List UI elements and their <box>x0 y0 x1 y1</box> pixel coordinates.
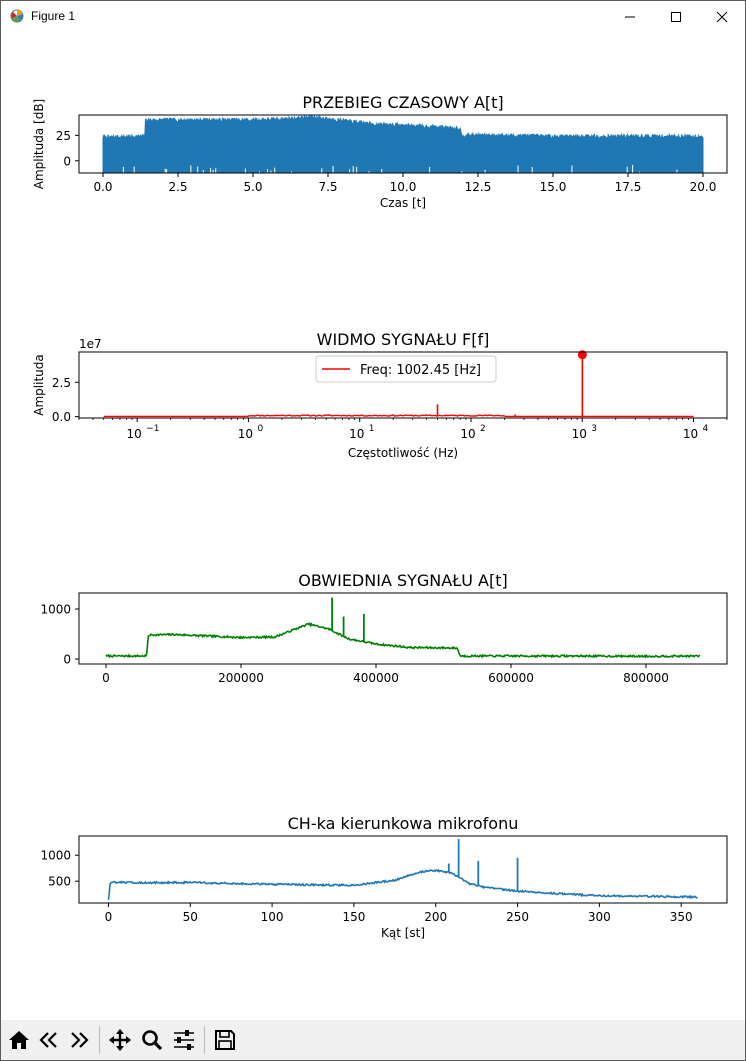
navigation-toolbar <box>1 1020 745 1060</box>
waveform-area <box>102 115 704 173</box>
x-tick-label: 200 <box>424 910 447 924</box>
x-tick-label: 20.0 <box>690 180 717 194</box>
forward-icon <box>71 1032 89 1048</box>
y-tick-label: 2.5 <box>52 376 71 390</box>
x-tick-label: 10.0 <box>390 180 417 194</box>
home-icon <box>9 1031 29 1049</box>
x-tick-label: 10 <box>349 427 364 441</box>
chart-title: OBWIEDNIA SYGNAŁU A[t] <box>298 571 507 590</box>
axes-frame <box>78 592 728 665</box>
minimize-button[interactable] <box>607 1 653 32</box>
back-button[interactable] <box>35 1026 63 1054</box>
x-tick-label: 12.5 <box>465 180 492 194</box>
data-line <box>105 621 701 659</box>
zoom-icon <box>142 1030 163 1051</box>
chart-title: CH-ka kierunkowa mikrofonu <box>288 814 519 833</box>
spectrum-line <box>103 414 694 418</box>
x-tick-label: 150 <box>342 910 365 924</box>
maximize-icon <box>671 11 681 22</box>
legend-label: Freq: 1002.45 [Hz] <box>360 363 481 378</box>
y-axis-label: Amplituda [dB] <box>32 99 46 190</box>
toolbar-separator <box>99 1026 100 1054</box>
x-tick-label: 300 <box>588 910 611 924</box>
figure-canvas[interactable]: PRZEBIEG CZASOWY A[t] 0.0 2.5 5.0 7.5 10.0 12.… <box>1 32 745 1020</box>
subplot-2: WIDMO SYGNAŁU F[f] 10 −1 10 0 10 1 10 2 10 3 10 4 0.0… <box>32 330 728 460</box>
configure-subplots-button[interactable] <box>170 1026 198 1054</box>
pan-icon <box>109 1029 131 1051</box>
close-button[interactable] <box>699 1 745 32</box>
configure-subplots-icon <box>174 1030 194 1050</box>
subplot-4: CH-ka kierunkowa mikrofonu 0 50 100 150 200 25… <box>40 814 728 940</box>
x-tick-label: 10 <box>460 427 475 441</box>
axes-frame <box>78 351 728 419</box>
chart-title: WIDMO SYGNAŁU F[f] <box>317 330 490 349</box>
close-icon <box>716 11 728 22</box>
x-tick-label: 10 <box>127 427 142 441</box>
plots-svg: PRZEBIEG CZASOWY A[t]0.0 2.5 5.0 7.5 10.0 12.… <box>32 93 728 940</box>
forward-button[interactable] <box>65 1026 93 1054</box>
x-axis-label: Czas [t] <box>380 196 426 210</box>
y-tick-label: 25 <box>56 129 71 143</box>
y-axis-label: Amplituda <box>32 354 46 415</box>
y-tick-label: 1000 <box>40 849 71 863</box>
legend-frame <box>315 355 497 383</box>
x-tick-label: 10 <box>572 427 587 441</box>
toolbar-separator <box>204 1026 205 1054</box>
matplotlib-icon <box>10 9 24 23</box>
x-tick-exponent: 0 <box>257 424 263 434</box>
x-tick-label: 600000 <box>488 671 534 685</box>
x-tick-label: 10 <box>683 427 698 441</box>
y-offset-label: 1e7 <box>79 337 102 351</box>
x-tick-label: 400000 <box>353 671 399 685</box>
data-line <box>107 868 698 900</box>
x-tick-exponent: 2 <box>480 424 486 434</box>
x-tick-label: 0.0 <box>93 180 112 194</box>
y-tick-label: 1000 <box>40 603 71 617</box>
back-icon <box>39 1032 57 1048</box>
x-tick-label: 200000 <box>218 671 264 685</box>
plot-area <box>107 839 698 900</box>
x-tick-exponent: −1 <box>146 424 159 434</box>
minimize-icon <box>625 16 635 17</box>
zoom-button[interactable] <box>138 1026 166 1054</box>
axes-frame <box>78 835 728 904</box>
x-tick-label: 15.0 <box>540 180 567 194</box>
x-tick-label: 7.5 <box>318 180 337 194</box>
plot-area <box>103 354 694 418</box>
x-tick-label: 0 <box>105 910 113 924</box>
x-axis-label: Częstotliwość (Hz) <box>348 446 458 460</box>
plot-area <box>102 115 704 173</box>
subplot-3: OBWIEDNIA SYGNAŁU A[t] 0 200000 400000 60000… <box>40 571 728 685</box>
y-tick-label: 500 <box>48 875 71 889</box>
subplot-1: PRZEBIEG CZASOWY A[t] 0.0 2.5 5.0 7.5 10.0 12.… <box>32 93 728 210</box>
plot-area <box>105 597 701 659</box>
x-tick-exponent: 4 <box>703 424 709 434</box>
x-tick-exponent: 3 <box>591 424 597 434</box>
x-tick-label: 100 <box>261 910 284 924</box>
x-tick-exponent: 1 <box>369 424 375 434</box>
home-button[interactable] <box>5 1026 33 1054</box>
x-tick-label: 50 <box>183 910 198 924</box>
save-button[interactable] <box>211 1026 239 1054</box>
x-tick-label: 10 <box>238 427 253 441</box>
x-tick-label: 5.0 <box>243 180 262 194</box>
x-axis-label: Kąt [st] <box>381 926 425 940</box>
x-tick-label: 250 <box>506 910 529 924</box>
pan-button[interactable] <box>106 1026 134 1054</box>
chart-title: PRZEBIEG CZASOWY A[t] <box>302 93 503 112</box>
maximize-button[interactable] <box>653 1 699 32</box>
x-tick-label: 0 <box>102 671 110 685</box>
window-title: Figure 1 <box>31 9 76 23</box>
title-bar: Figure 1 <box>1 1 745 32</box>
x-tick-label: 2.5 <box>168 180 187 194</box>
legend: Freq: 1002.45 [Hz] <box>315 355 497 383</box>
save-icon <box>215 1030 235 1050</box>
y-tick-label: 0.0 <box>52 410 71 424</box>
y-tick-label: 0 <box>63 653 71 667</box>
x-tick-label: 17.5 <box>615 180 642 194</box>
x-tick-label: 800000 <box>623 671 669 685</box>
y-tick-label: 0 <box>63 154 71 168</box>
x-tick-label: 350 <box>670 910 693 924</box>
